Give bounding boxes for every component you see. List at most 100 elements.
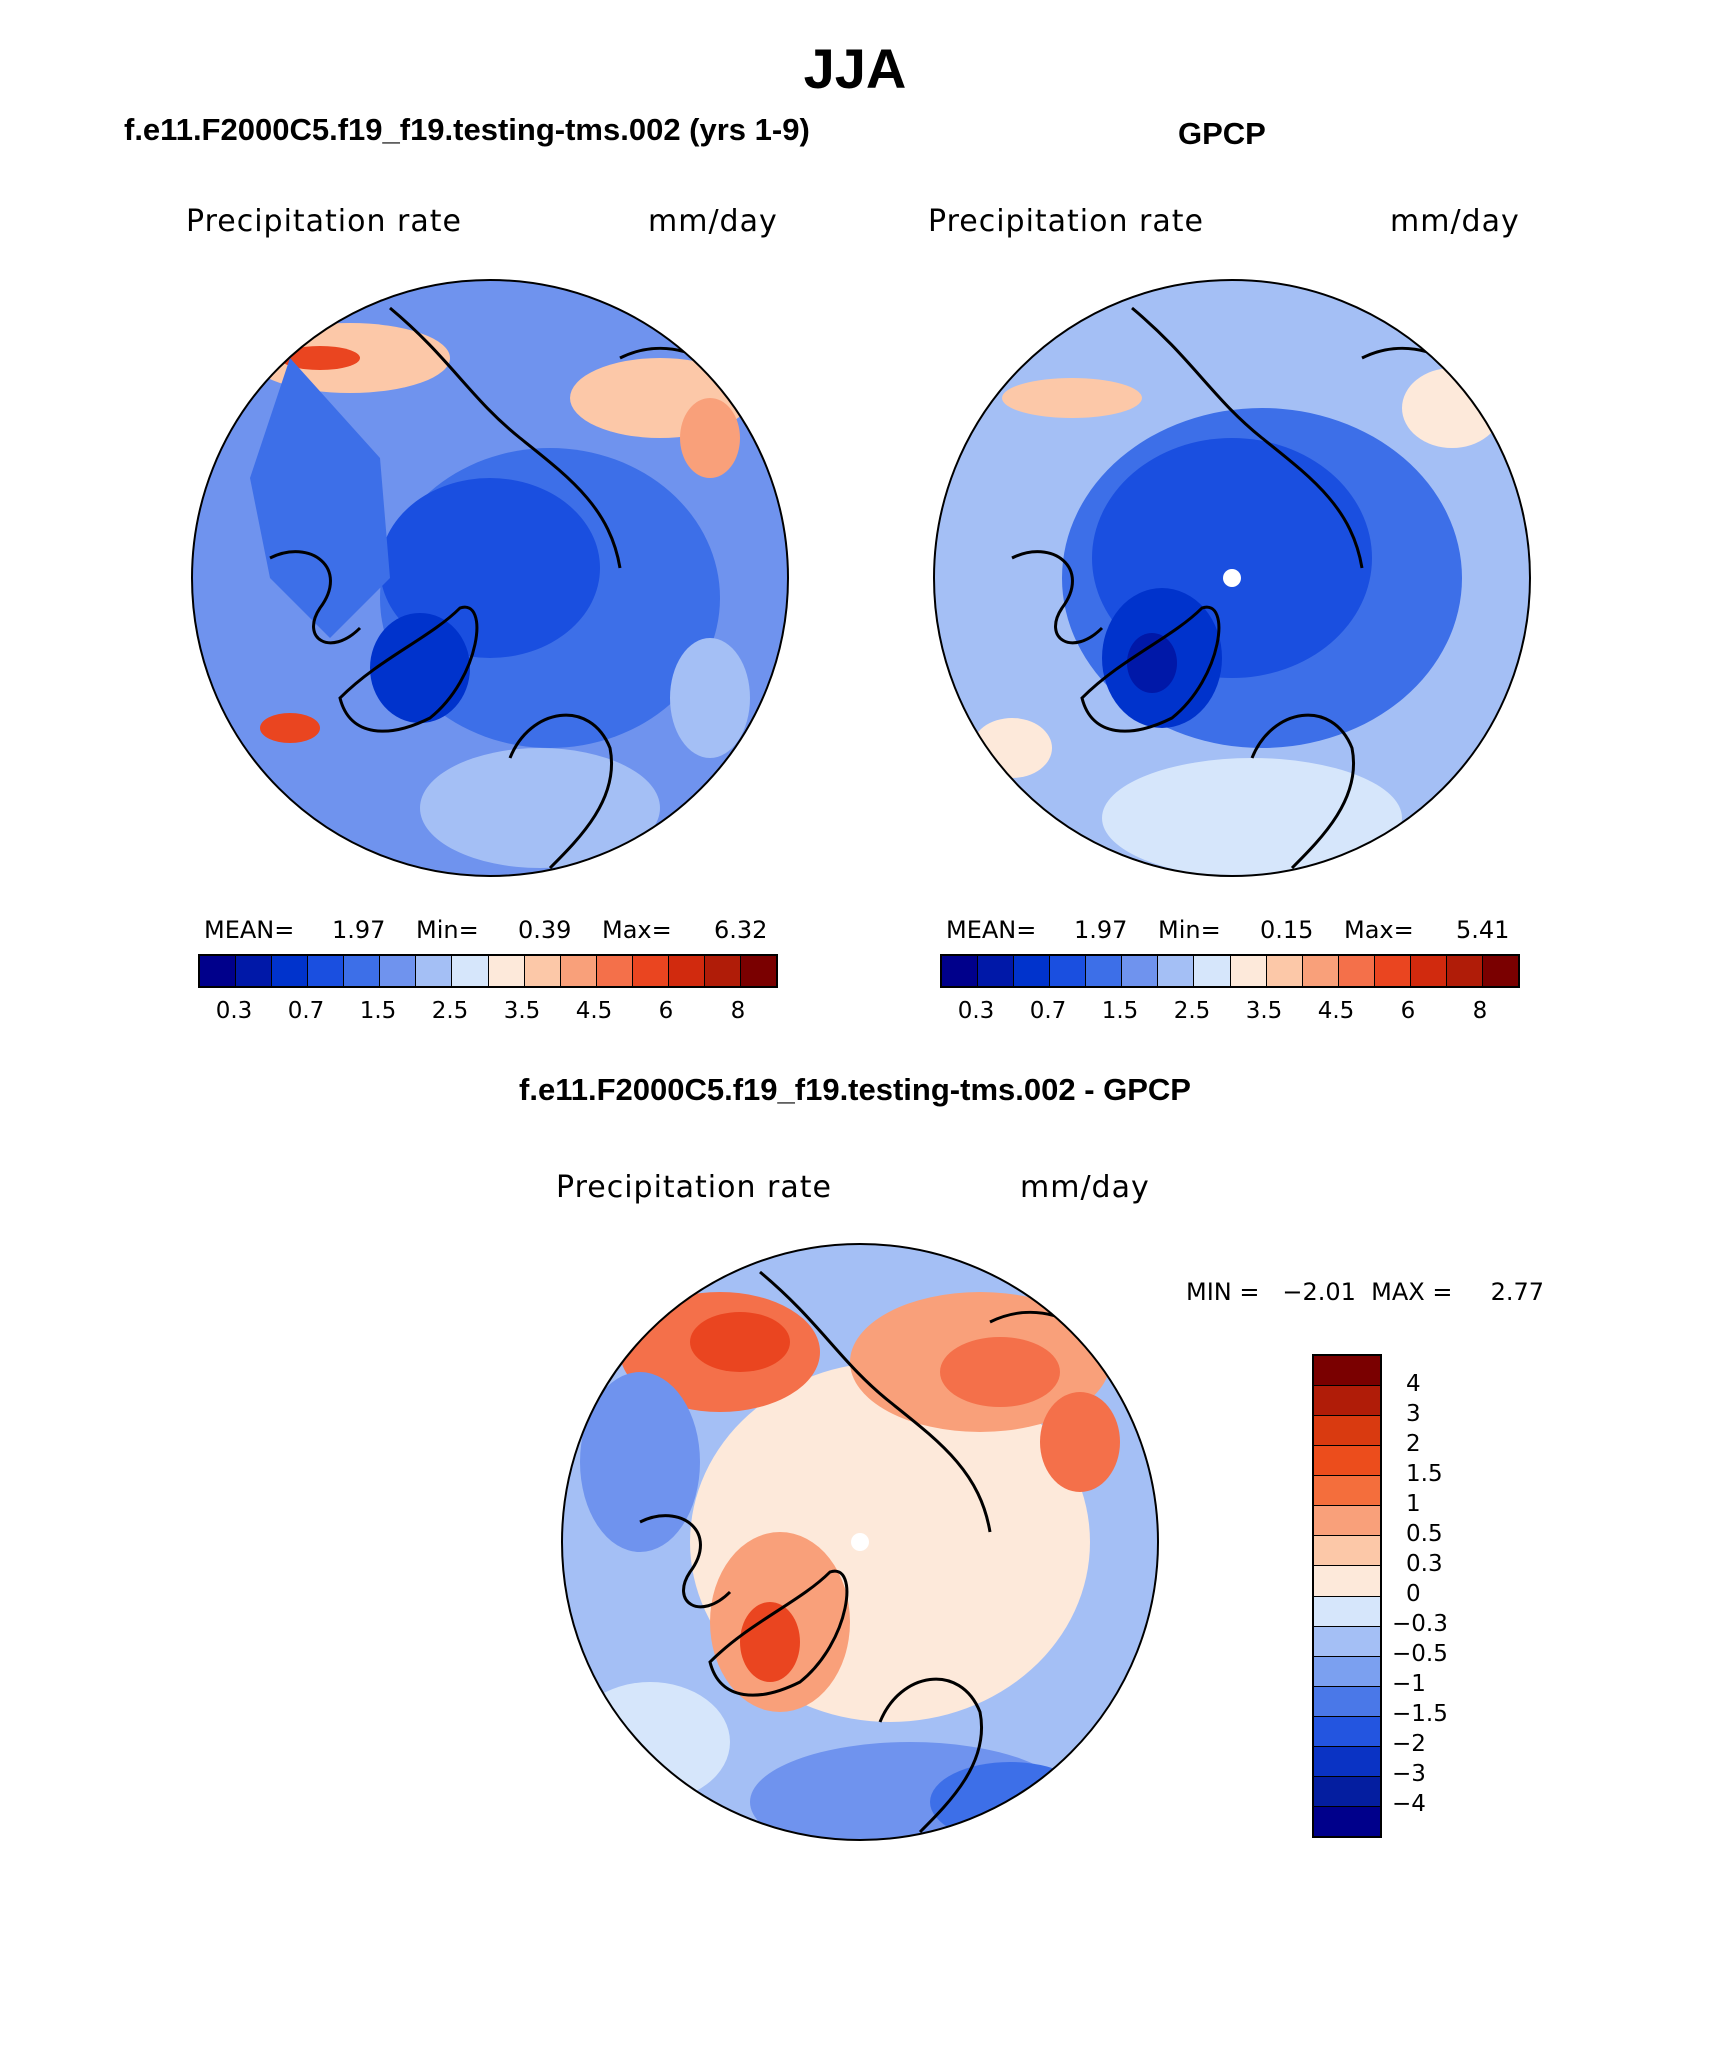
colorbar-swatch: [272, 956, 309, 986]
colorbar-swatch: [488, 956, 525, 986]
colorbar-tick-label: −4: [1392, 1791, 1426, 1817]
colorbar-tick-label: −0.5: [1392, 1641, 1448, 1667]
colorbar-swatch: [1314, 1806, 1380, 1836]
diff-polar-map: [561, 1243, 1159, 1841]
obs-colorbar-ticks: 0.3 0.7 1.5 2.5 3.5 4.5 6 8: [940, 998, 1516, 1028]
colorbar-swatch: [1314, 1506, 1380, 1537]
colorbar-tick-label: 3: [1406, 1401, 1421, 1427]
obs-polar-map: [933, 279, 1531, 877]
colorbar-tick-label: 3.5: [503, 998, 541, 1024]
colorbar-swatch: [1314, 1596, 1380, 1627]
obs-variable-label: Precipitation rate: [928, 204, 1204, 239]
colorbar-tick-label: 0.3: [957, 998, 995, 1024]
model-min-label: Min=: [416, 916, 479, 944]
colorbar-swatch: [740, 956, 776, 986]
colorbar-swatch: [1266, 956, 1303, 986]
colorbar-swatch: [1314, 1716, 1380, 1747]
colorbar-swatch: [308, 956, 345, 986]
colorbar-tick-label: 1.5: [359, 998, 397, 1024]
colorbar-tick-label: 6: [658, 998, 674, 1024]
colorbar-tick-label: 4.5: [1317, 998, 1355, 1024]
colorbar-swatch: [416, 956, 453, 986]
colorbar-tick-label: 2.5: [1173, 998, 1211, 1024]
model-min-value: 0.39: [518, 916, 572, 944]
model-colorbar-ticks: 0.3 0.7 1.5 2.5 3.5 4.5 6 8: [198, 998, 774, 1028]
colorbar-swatch: [704, 956, 741, 986]
colorbar-swatch: [1314, 1776, 1380, 1807]
colorbar-tick-label: 0: [1406, 1581, 1421, 1607]
colorbar-swatch: [978, 956, 1015, 986]
colorbar-swatch: [1314, 1416, 1380, 1447]
model-polar-map: [191, 279, 789, 877]
obs-mean-value: 1.97: [1074, 916, 1128, 944]
diff-colorbar: [1312, 1354, 1382, 1838]
obs-min-label: Min=: [1158, 916, 1221, 944]
model-max-label: Max=: [602, 916, 672, 944]
obs-min-value: 0.15: [1260, 916, 1314, 944]
colorbar-swatch: [1314, 1626, 1380, 1657]
colorbar-swatch: [236, 956, 273, 986]
model-mean-value: 1.97: [332, 916, 386, 944]
obs-colorbar: [940, 954, 1520, 988]
colorbar-swatch: [1314, 1446, 1380, 1477]
colorbar-tick-label: −3: [1392, 1761, 1426, 1787]
colorbar-swatch: [1314, 1746, 1380, 1777]
colorbar-swatch: [1482, 956, 1518, 986]
colorbar-swatch: [1194, 956, 1231, 986]
diff-panel-title: f.e11.F2000C5.f19_f19.testing-tms.002 - …: [519, 1072, 1191, 1107]
obs-units-label: mm/day: [1390, 204, 1520, 239]
colorbar-swatch: [524, 956, 561, 986]
colorbar-tick-label: 0.7: [1029, 998, 1067, 1024]
model-variable-label: Precipitation rate: [186, 204, 462, 239]
obs-max-value: 5.41: [1456, 916, 1510, 944]
colorbar-tick-label: 1.5: [1406, 1461, 1443, 1487]
colorbar-swatch: [1314, 1656, 1380, 1687]
colorbar-swatch: [1314, 1566, 1380, 1597]
colorbar-swatch: [1158, 956, 1195, 986]
diff-minmax-label: MIN = −2.01 MAX = 2.77: [1186, 1278, 1545, 1306]
diff-colorbar-ticks: 4 3 2 1.5 1 0.5 0.3 0 −0.3 −0.5 −1 −1.5 −2 −3 −4: [1392, 1354, 1492, 1834]
obs-max-label: Max=: [1344, 916, 1414, 944]
colorbar-swatch: [1230, 956, 1267, 986]
colorbar-swatch: [344, 956, 381, 986]
colorbar-swatch: [1314, 1356, 1380, 1387]
colorbar-swatch: [1446, 956, 1483, 986]
colorbar-swatch: [1302, 956, 1339, 986]
colorbar-tick-label: −1.5: [1392, 1701, 1448, 1727]
colorbar-tick-label: 0.7: [287, 998, 325, 1024]
obs-mean-label: MEAN=: [946, 916, 1037, 944]
colorbar-tick-label: 1: [1406, 1491, 1421, 1517]
model-max-value: 6.32: [714, 916, 768, 944]
main-title: JJA: [803, 37, 907, 100]
colorbar-swatch: [1374, 956, 1411, 986]
colorbar-swatch: [1314, 1476, 1380, 1507]
colorbar-swatch: [596, 956, 633, 986]
colorbar-swatch: [1086, 956, 1123, 986]
colorbar-tick-label: 2: [1406, 1431, 1421, 1457]
colorbar-swatch: [560, 956, 597, 986]
colorbar-swatch: [1410, 956, 1447, 986]
model-units-label: mm/day: [648, 204, 778, 239]
diff-units-label: mm/day: [1020, 1170, 1150, 1205]
colorbar-tick-label: 4.5: [575, 998, 613, 1024]
diff-variable-label: Precipitation rate: [556, 1170, 832, 1205]
colorbar-swatch: [942, 956, 979, 986]
colorbar-swatch: [632, 956, 669, 986]
colorbar-tick-label: 8: [730, 998, 746, 1024]
colorbar-tick-label: 4: [1406, 1371, 1421, 1397]
colorbar-swatch: [452, 956, 489, 986]
colorbar-tick-label: 3.5: [1245, 998, 1283, 1024]
colorbar-swatch: [1314, 1686, 1380, 1717]
colorbar-swatch: [1050, 956, 1087, 986]
model-mean-label: MEAN=: [204, 916, 295, 944]
colorbar-swatch: [1014, 956, 1051, 986]
colorbar-swatch: [668, 956, 705, 986]
colorbar-tick-label: 0.5: [1406, 1521, 1443, 1547]
colorbar-tick-label: 0.3: [1406, 1551, 1443, 1577]
colorbar-swatch: [1338, 956, 1375, 986]
colorbar-tick-label: −1: [1392, 1671, 1426, 1697]
colorbar-swatch: [1314, 1386, 1380, 1417]
colorbar-tick-label: 2.5: [431, 998, 469, 1024]
model-colorbar: [198, 954, 778, 988]
colorbar-tick-label: 8: [1472, 998, 1488, 1024]
